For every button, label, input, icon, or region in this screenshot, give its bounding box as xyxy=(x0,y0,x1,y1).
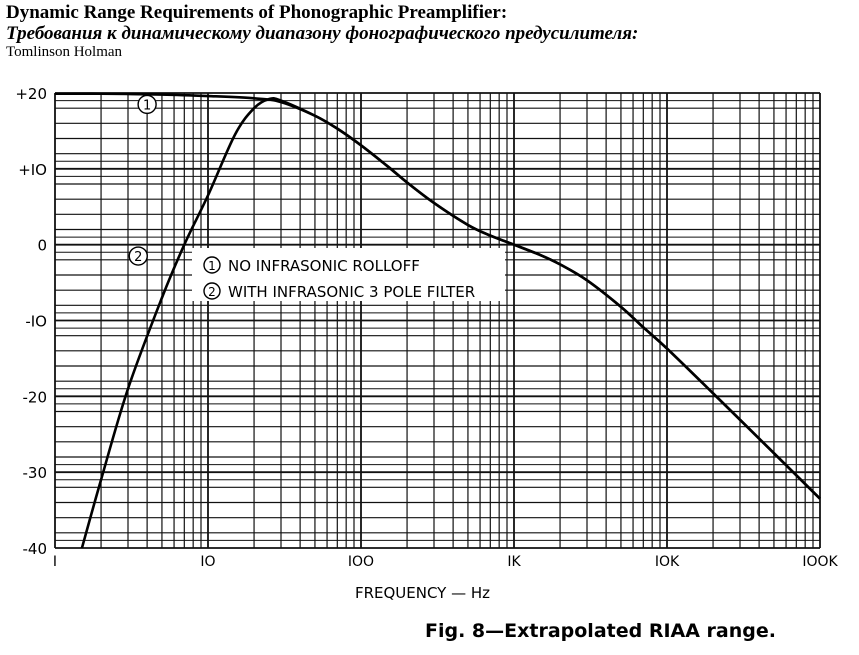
y-tick-label: 0 xyxy=(37,237,47,255)
y-tick-label: -40 xyxy=(23,540,48,558)
legend-marker-circle xyxy=(203,282,221,300)
y-tick-label: -20 xyxy=(23,388,48,406)
document-title: Dynamic Range Requirements of Phonograph… xyxy=(6,2,508,23)
author: Tomlinson Holman xyxy=(6,44,123,60)
y-tick-label: +IO xyxy=(18,161,47,179)
x-axis-label: FREQUENCY — Hz xyxy=(355,584,490,602)
x-tick-label: IOK xyxy=(655,554,680,570)
legend-marker-number: 1 xyxy=(208,259,216,273)
series-line-2 xyxy=(80,96,821,549)
legend-label: NO INFRASONIC ROLLOFF xyxy=(228,257,420,275)
x-tick-label: IOOK xyxy=(802,554,838,570)
legend-marker-number: 2 xyxy=(208,285,216,299)
y-tick-label: -30 xyxy=(23,464,48,482)
x-tick-label: IOO xyxy=(348,554,374,570)
y-tick-label: -IO xyxy=(25,313,47,331)
annotation-circle xyxy=(137,94,157,115)
legend-marker-circle xyxy=(203,256,221,274)
x-tick-label: I xyxy=(53,554,57,570)
legend: 1 NO INFRASONIC ROLLOFF 2 WITH INFRASONIC 3… xyxy=(192,248,505,301)
document-title-ru: Требования к динамическому диапазону фон… xyxy=(6,23,639,44)
annotation-label: 1 xyxy=(143,98,151,113)
figure-caption: Fig. 8—Extrapolated RIAA range. xyxy=(425,620,776,642)
annotation-circle xyxy=(128,246,148,266)
x-tick-label: IO xyxy=(200,554,215,570)
annotation-label: 2 xyxy=(134,250,142,265)
y-tick-label: +20 xyxy=(15,85,47,103)
legend-background xyxy=(192,248,505,301)
grid xyxy=(54,92,821,549)
legend-label: WITH INFRASONIC 3 POLE FILTER xyxy=(228,283,475,301)
x-tick-label: IK xyxy=(507,554,521,570)
